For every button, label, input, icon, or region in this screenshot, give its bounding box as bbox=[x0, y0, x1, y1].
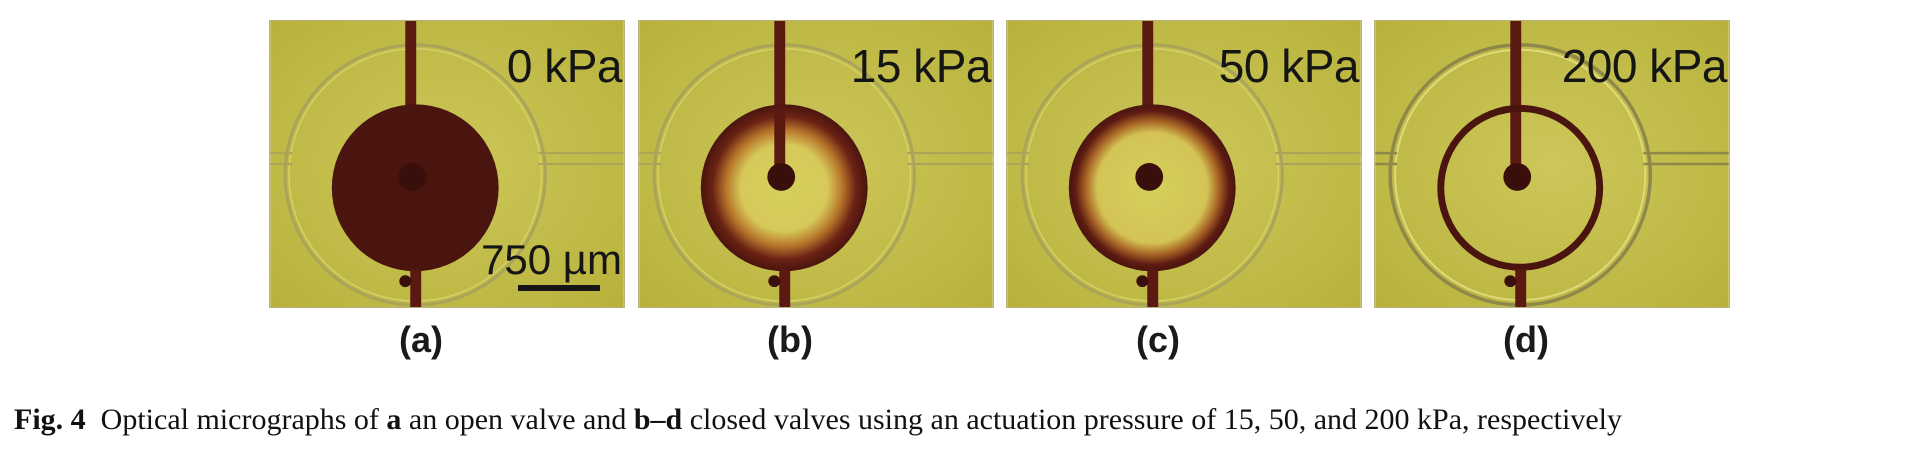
micrograph-panel-b: 15 kPa bbox=[638, 20, 994, 308]
caption-text-2: an open valve and bbox=[401, 403, 634, 436]
panel-letter-d: (d) bbox=[1503, 319, 1549, 360]
caption-bold-a: a bbox=[386, 403, 402, 436]
micrograph-d-image bbox=[1375, 21, 1729, 307]
micrograph-b-image bbox=[639, 21, 993, 307]
panel-letter-a: (a) bbox=[399, 319, 443, 360]
caption-text-3: closed valves using an actuation pressur… bbox=[682, 403, 1622, 436]
pressure-label: 200 kPa bbox=[1561, 40, 1728, 92]
pressure-label: 0 kPa bbox=[506, 40, 623, 92]
micrograph-panel-a: 0 kPa 750 µm bbox=[269, 20, 625, 308]
caption-bold-bd: b–d bbox=[633, 403, 683, 436]
pressure-label: 50 kPa bbox=[1218, 40, 1360, 92]
micrograph-panel-d: 200 kPa bbox=[1374, 20, 1730, 308]
micrograph-panel-c: 50 kPa bbox=[1006, 20, 1362, 308]
scale-bar-label: 750 µm bbox=[481, 236, 622, 283]
panel-letter-b: (b) bbox=[767, 319, 813, 360]
figure-caption: Fig. 4 Optical micrographs of a an open … bbox=[14, 402, 1899, 438]
panel-letter-c: (c) bbox=[1136, 319, 1180, 360]
micrograph-c-image bbox=[1007, 21, 1361, 307]
caption-figure-label: Fig. 4 bbox=[14, 403, 86, 436]
caption-text-1: Optical micrographs of bbox=[100, 403, 387, 436]
scale-bar bbox=[518, 285, 600, 291]
pressure-label: 15 kPa bbox=[850, 40, 992, 92]
micrograph-a-image bbox=[270, 21, 624, 307]
